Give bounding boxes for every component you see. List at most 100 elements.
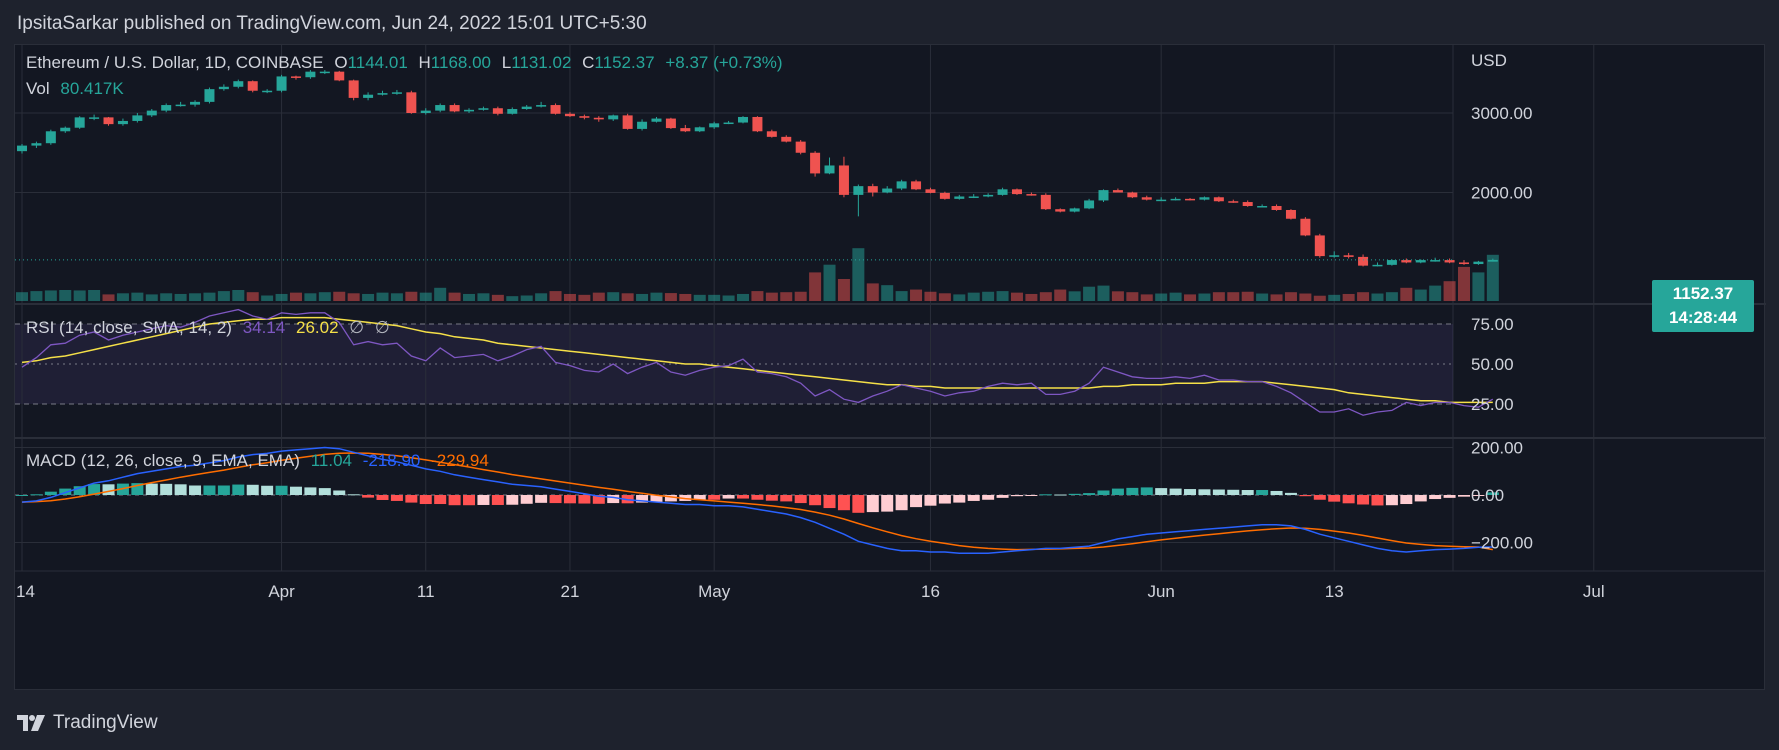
macd-hist-bar xyxy=(419,495,432,505)
rsi-lines xyxy=(21,308,1494,416)
brand-name: TradingView xyxy=(53,712,158,733)
macd-hist-bar xyxy=(751,495,764,500)
macd-hist-bar xyxy=(996,495,1009,498)
candle-body xyxy=(550,105,561,114)
macd-hist-bar xyxy=(1284,492,1297,495)
rsi-legend[interactable]: RSI (14, close, SMA, 14, 2) 34.14 26.02 … xyxy=(26,318,396,338)
candle-body xyxy=(74,117,85,128)
volume-bar xyxy=(1198,293,1211,301)
volume-legend[interactable]: Vol 80.417K xyxy=(26,79,130,99)
volume-bar xyxy=(131,292,144,301)
volume-bar xyxy=(1299,293,1312,301)
candle-body xyxy=(247,81,258,91)
candle-body xyxy=(60,127,71,132)
macd-hist-bar xyxy=(30,494,43,496)
volume-label: Vol xyxy=(26,79,50,98)
volume-bar xyxy=(246,292,259,301)
volume-bar xyxy=(809,272,822,301)
volume-bar xyxy=(1256,293,1269,301)
macd-hist-bar xyxy=(953,495,966,503)
candle-body xyxy=(391,92,402,94)
volume-bar xyxy=(1400,287,1413,301)
macd-hist-bar xyxy=(88,484,101,495)
volume-bar xyxy=(477,293,490,301)
macd-hist-bar xyxy=(232,484,245,495)
macd-tick-label: 0.00 xyxy=(1471,486,1504,505)
macd-hist-bar xyxy=(809,495,822,506)
volume-bar xyxy=(1371,293,1384,301)
candle-body xyxy=(290,76,301,78)
volume-bar xyxy=(1486,254,1499,301)
candle-body xyxy=(1473,261,1484,265)
macd-line xyxy=(21,446,1493,554)
macd-hist-bar xyxy=(405,495,418,503)
symbol-label[interactable]: Ethereum / U.S. Dollar, 1D, COINBASE xyxy=(26,53,324,72)
volume-bar xyxy=(1357,292,1370,301)
candle-body xyxy=(1011,189,1022,195)
macd-hist-bar xyxy=(1385,495,1398,506)
macd-hist-bar xyxy=(506,495,519,505)
publisher-bar: IpsitaSarkar published on TradingView.co… xyxy=(0,0,1779,44)
macd-hist-bar xyxy=(1299,495,1312,497)
macd-hist-bar xyxy=(59,488,72,495)
macd-hist-bar xyxy=(866,495,879,513)
candle-body xyxy=(161,105,172,111)
volume-bar xyxy=(333,291,346,301)
candle-body xyxy=(882,188,893,193)
macd-legend[interactable]: MACD (12, 26, close, 9, EMA, EMA) 11.04 … xyxy=(26,451,495,471)
macd-hist-bar xyxy=(1414,495,1427,502)
macd-hist-bar xyxy=(1111,488,1124,495)
high-value: 1168.00 xyxy=(430,53,491,72)
volume-bar xyxy=(419,292,432,301)
candle-body xyxy=(536,105,547,107)
macd-hist-bar xyxy=(607,495,620,504)
candle-body xyxy=(752,116,763,132)
volume-bar xyxy=(1068,291,1081,301)
time-tick-label: Jun xyxy=(1147,582,1174,601)
volume-bar xyxy=(621,293,634,301)
macd-hist-bar xyxy=(1328,495,1341,502)
candle-body xyxy=(694,127,705,132)
candle-body xyxy=(492,108,503,114)
volume-bar xyxy=(1083,286,1096,301)
macd-lines xyxy=(21,446,1493,554)
volume-bar xyxy=(203,292,216,301)
tradingview-logo[interactable]: TradingView xyxy=(17,712,158,734)
macd-hist-bar xyxy=(1313,495,1326,500)
candle-body xyxy=(31,143,42,146)
candle-body xyxy=(593,117,604,120)
volume-bar xyxy=(1025,293,1038,301)
price-tick-label: 2000.00 xyxy=(1471,184,1532,203)
macd-hist-bar xyxy=(318,488,331,495)
low-value: 1131.02 xyxy=(511,53,572,72)
time-tick-label: Jul xyxy=(1583,582,1605,601)
last-price-value: 1152.37 xyxy=(1672,284,1734,303)
volume-bar xyxy=(376,292,389,301)
volume-bar xyxy=(1342,293,1355,301)
candle-body xyxy=(507,109,518,114)
macd-hist-bar xyxy=(578,495,591,504)
volume-bar xyxy=(1414,289,1427,301)
macd-hist-bar xyxy=(448,495,461,506)
volume-bar xyxy=(434,287,447,301)
volume-value: 80.417K xyxy=(60,79,124,98)
candle-body xyxy=(838,165,849,195)
volume-bar xyxy=(1313,295,1326,301)
volume-bar xyxy=(837,279,850,301)
candle-body xyxy=(954,196,965,199)
volume-bar xyxy=(1385,292,1398,301)
chart-frame[interactable]: 3000.00 2000.00 75.00 50.00 25.00 200.00 0.00 −… xyxy=(14,44,1766,691)
candle-body xyxy=(233,81,244,87)
grid-lines xyxy=(15,45,1595,571)
macd-hist-bar xyxy=(261,485,274,495)
main-legend[interactable]: Ethereum / U.S. Dollar, 1D, COINBASE O11… xyxy=(26,53,789,73)
macd-hist-bar xyxy=(1068,493,1081,495)
candle-body xyxy=(218,86,229,90)
signal-line xyxy=(21,452,1493,551)
chart-canvas[interactable]: 3000.00 2000.00 75.00 50.00 25.00 200.00 0.00 −… xyxy=(15,45,1766,691)
candle-body xyxy=(651,118,662,122)
candle-body xyxy=(1170,198,1181,201)
candle-body xyxy=(175,104,186,107)
bar-countdown: 14:28:44 xyxy=(1668,308,1738,327)
macd-hist-bar xyxy=(390,495,403,501)
